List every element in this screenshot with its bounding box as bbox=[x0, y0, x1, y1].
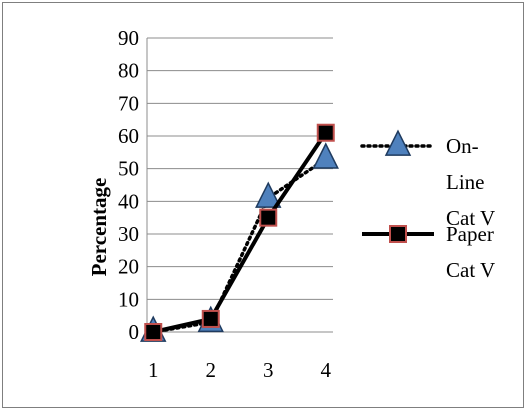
data-point-s1-3 bbox=[255, 181, 282, 208]
data-point-s1-4 bbox=[312, 142, 339, 169]
y-tick-label-80: 80 bbox=[118, 59, 139, 83]
y-tick-label-30: 30 bbox=[118, 222, 139, 246]
legend-label-1-line-3: Cat V bbox=[446, 206, 495, 230]
data-point-s2-2 bbox=[201, 309, 220, 328]
legend-label-2-line-2: Cat V bbox=[446, 258, 495, 282]
data-point-s2-3 bbox=[259, 208, 278, 227]
x-tick-labels: 1 2 3 4 bbox=[148, 358, 332, 382]
x-tick-label-1: 1 bbox=[148, 358, 159, 382]
gridlines bbox=[147, 37, 333, 333]
x-tick-label-4: 4 bbox=[321, 358, 332, 382]
series bbox=[140, 123, 339, 342]
legend-label-2-line-1: Paper bbox=[446, 222, 494, 246]
legend-item-1: On- Line Cat V bbox=[360, 129, 495, 230]
x-tick-label-3: 3 bbox=[263, 358, 274, 382]
y-tick-label-90: 90 bbox=[118, 26, 139, 50]
y-tick-label-60: 60 bbox=[118, 124, 139, 148]
axes bbox=[146, 38, 333, 333]
y-axis-label: Percentage bbox=[87, 178, 111, 277]
y-tick-label-70: 70 bbox=[118, 91, 139, 115]
y-tick-label-20: 20 bbox=[118, 255, 139, 279]
data-point-s2-4 bbox=[316, 123, 335, 142]
legend-label-1-line-1: On- bbox=[446, 134, 479, 158]
series-2 bbox=[144, 123, 335, 341]
legend-marker-2 bbox=[389, 225, 407, 243]
y-tick-label-0: 0 bbox=[129, 320, 140, 344]
series-1 bbox=[140, 142, 339, 342]
legend-marker-1 bbox=[384, 129, 412, 156]
y-tick-label-10: 10 bbox=[118, 287, 139, 311]
x-tick-label-2: 2 bbox=[206, 358, 217, 382]
series-line-1 bbox=[151, 157, 328, 334]
y-tick-label-50: 50 bbox=[118, 157, 139, 181]
legend-label-1-line-2: Line bbox=[446, 170, 484, 194]
series-line-2 bbox=[152, 131, 328, 334]
legend-item-2: Paper Cat V bbox=[362, 222, 495, 282]
data-point-s2-1 bbox=[144, 323, 163, 341]
y-tick-labels: 0 10 20 30 40 50 60 70 80 90 bbox=[118, 26, 139, 344]
y-tick-label-40: 40 bbox=[118, 189, 139, 213]
